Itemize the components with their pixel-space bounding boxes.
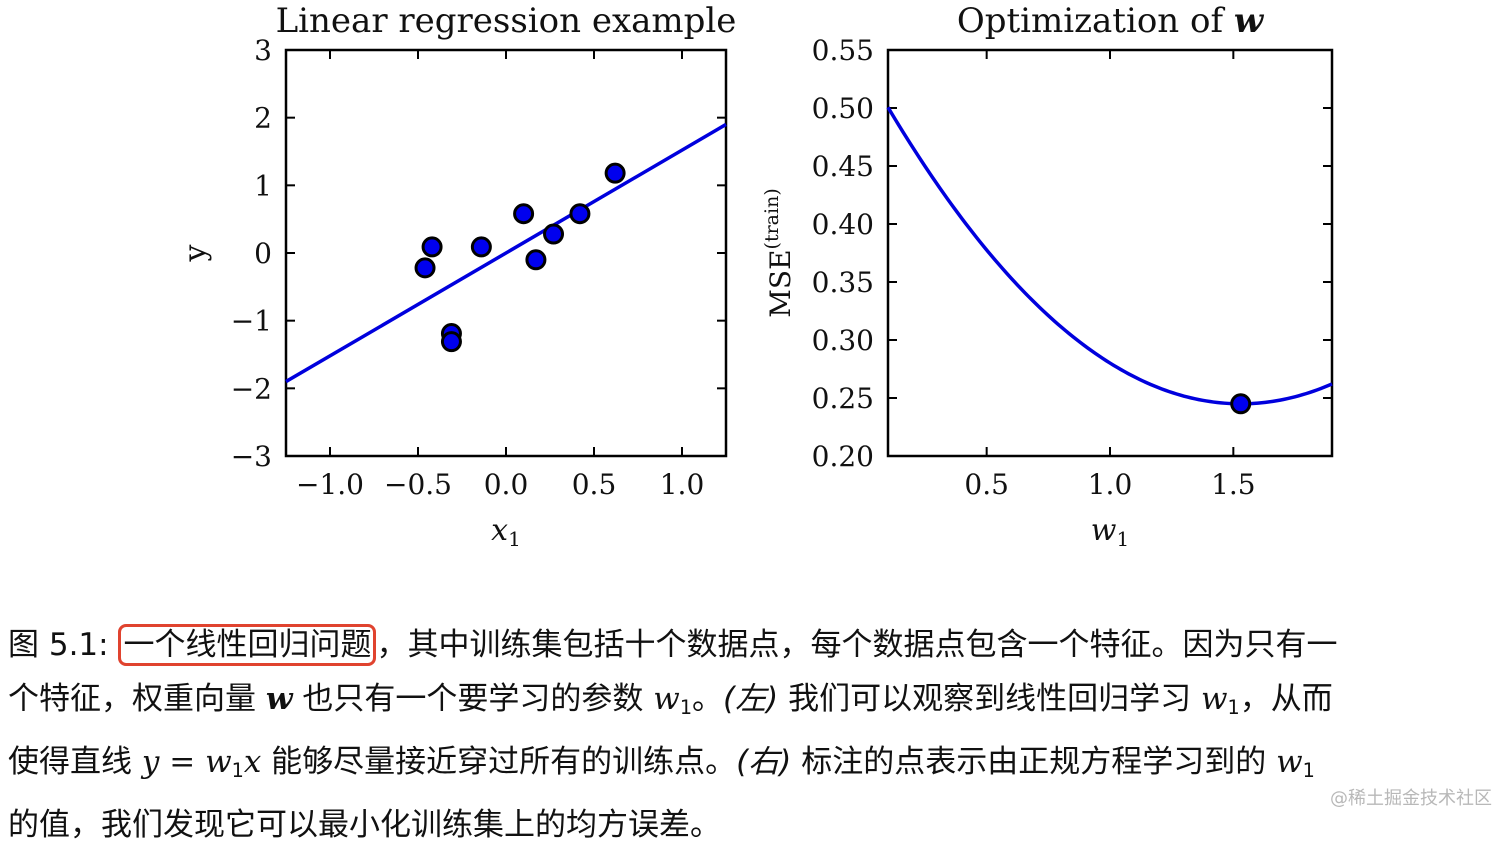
right-axis-ticks: 0.5 1.0 1.5 0.20 0.25 0.30 0.35 0.40 0.45 0.50 0.5…: [812, 34, 1332, 501]
caption-line-2: 个特征，权重向量 w 也只有一个要学习的参数 w1。(左) 我们可以观察到线性回…: [8, 672, 1506, 735]
caption-w1-final-sub: 1: [1302, 758, 1315, 782]
mse-curve: [886, 106, 1333, 406]
caption-eq-x: x: [243, 743, 262, 780]
caption-eq-w-sub: 1: [231, 758, 244, 782]
right-y-axis-label-text: MSE: [764, 249, 797, 317]
left-xtick-label: 0.0: [484, 468, 529, 501]
optimization-chart: Optimization of w 0.5 1.0 1.50.200.250.300…: [761, 1, 1334, 551]
left-axis-ticks: −1.0 −0.5 0.0 0.5 1.0 −3 −2 −1 0 1 2 3: [231, 34, 726, 501]
caption-line2-a: 个特征，权重向量: [8, 681, 266, 717]
mse-curve-group: [886, 106, 1333, 406]
right-ytick-label: 0.20: [812, 440, 874, 473]
caption-line-3: 使得直线 y = w1x 能够尽量接近穿过所有的训练点。(右) 标注的点表示由正…: [8, 735, 1506, 798]
watermark-text: @稀土掘金技术社区: [1330, 788, 1492, 809]
training-point: [513, 203, 535, 225]
caption-line2-c: 。: [692, 681, 724, 717]
training-point: [525, 249, 547, 271]
right-xtick-label: 1.5: [1211, 468, 1256, 501]
right-chart-title-text: Optimization of: [957, 1, 1234, 41]
figure-caption: 图 5.1: 一个线性回归问题 ，其中训练集包括十个数据点，每个数据点包含一个特征…: [8, 618, 1506, 852]
linear-regression-chart: Linear regression example −1.0 −0.5 0.0 0.5…: [178, 1, 736, 551]
right-x-axis-symbol: w: [1091, 513, 1117, 548]
caption-param-w1-b-sub: 1: [1227, 695, 1240, 719]
optimum-point-group: [1230, 393, 1252, 415]
figure-panel: Linear regression example −1.0 −0.5 0.0 0.5…: [178, 1, 1334, 551]
caption-line3-a: 使得直线: [8, 743, 142, 780]
caption-prefix: 图 5.1:: [8, 627, 119, 663]
left-xtick-label: −0.5: [384, 468, 452, 501]
caption-line-1: 图 5.1: 一个线性回归问题 ，其中训练集包括十个数据点，每个数据点包含一个特征…: [8, 618, 1506, 672]
training-point: [569, 203, 591, 225]
regression-line: [285, 122, 727, 384]
caption-highlight: 一个线性回归问题: [118, 624, 377, 666]
right-ytick-label: 0.40: [812, 208, 874, 241]
right-xtick-label: 0.5: [964, 468, 1009, 501]
right-ytick-label: 0.55: [812, 34, 874, 67]
left-ytick-label: 2: [254, 102, 272, 135]
left-xtick-label: 0.5: [572, 468, 617, 501]
regression-line-group: [285, 122, 727, 384]
training-point: [543, 223, 565, 245]
left-xtick-label: 1.0: [660, 468, 705, 501]
left-chart-title: Linear regression example: [276, 1, 737, 41]
left-x-axis-label: x1: [491, 513, 521, 551]
caption-line3-b: 能够尽量接近穿过所有的训练点。: [261, 743, 737, 780]
left-x-axis-subscript: 1: [508, 527, 521, 551]
right-chart-title: Optimization of w: [957, 1, 1265, 41]
right-x-axis-label: w1: [1091, 513, 1129, 551]
caption-line2-d: 我们可以观察到线性回归学习: [778, 681, 1201, 717]
right-ytick-label: 0.50: [812, 92, 874, 125]
caption-eq-equals: =: [159, 743, 206, 780]
right-chart-title-symbol: w: [1234, 1, 1265, 41]
right-ytick-label: 0.25: [812, 382, 874, 415]
caption-line1-rest: ，其中训练集包括十个数据点，每个数据点包含一个特征。因为只有一: [376, 627, 1338, 663]
left-ytick-label: 3: [254, 34, 272, 67]
caption-weight-vector: w: [265, 681, 293, 717]
right-y-axis-label: MSE(train): [761, 188, 797, 317]
caption-w1-final: w: [1276, 743, 1303, 780]
right-y-axis-label-sup: (train): [761, 188, 783, 249]
training-point: [604, 162, 626, 184]
caption-param-w1-sub: 1: [679, 695, 693, 719]
optimum-point: [1230, 393, 1252, 415]
left-ytick-label: 0: [254, 237, 272, 270]
caption-line-4: 的值，我们发现它可以最小化训练集上的均方误差。: [8, 806, 721, 843]
caption-right-marker: (右): [736, 743, 792, 780]
left-ytick-label: −3: [231, 440, 272, 473]
caption-line2-e: ，从而: [1239, 681, 1333, 717]
left-ytick-label: 1: [254, 169, 272, 202]
left-ytick-label: −2: [231, 372, 272, 405]
left-y-axis-label: y: [178, 244, 213, 262]
caption-left-marker: (左): [723, 681, 779, 717]
right-ytick-label: 0.45: [812, 150, 874, 183]
training-points-group: [414, 162, 626, 353]
caption-line3-c: 标注的点表示由正规方程学习到的: [791, 743, 1277, 780]
training-point: [421, 236, 443, 258]
right-xtick-label: 1.0: [1088, 468, 1133, 501]
left-xtick-label: −1.0: [296, 468, 364, 501]
training-point: [470, 236, 492, 258]
caption-eq-w: w: [205, 743, 232, 780]
training-point: [414, 257, 436, 279]
caption-eq-y: y: [141, 743, 160, 780]
caption-param-w1: w: [653, 681, 680, 717]
right-ytick-label: 0.30: [812, 324, 874, 357]
left-ytick-label: −1: [231, 305, 272, 338]
right-x-axis-subscript: 1: [1116, 527, 1129, 551]
right-ytick-label: 0.35: [812, 266, 874, 299]
left-x-axis-symbol: x: [491, 513, 508, 548]
caption-param-w1-b: w: [1200, 681, 1228, 717]
caption-line2-b: 也只有一个要学习的参数: [292, 681, 654, 717]
training-point: [440, 331, 462, 353]
right-plot-frame: [886, 48, 1334, 458]
